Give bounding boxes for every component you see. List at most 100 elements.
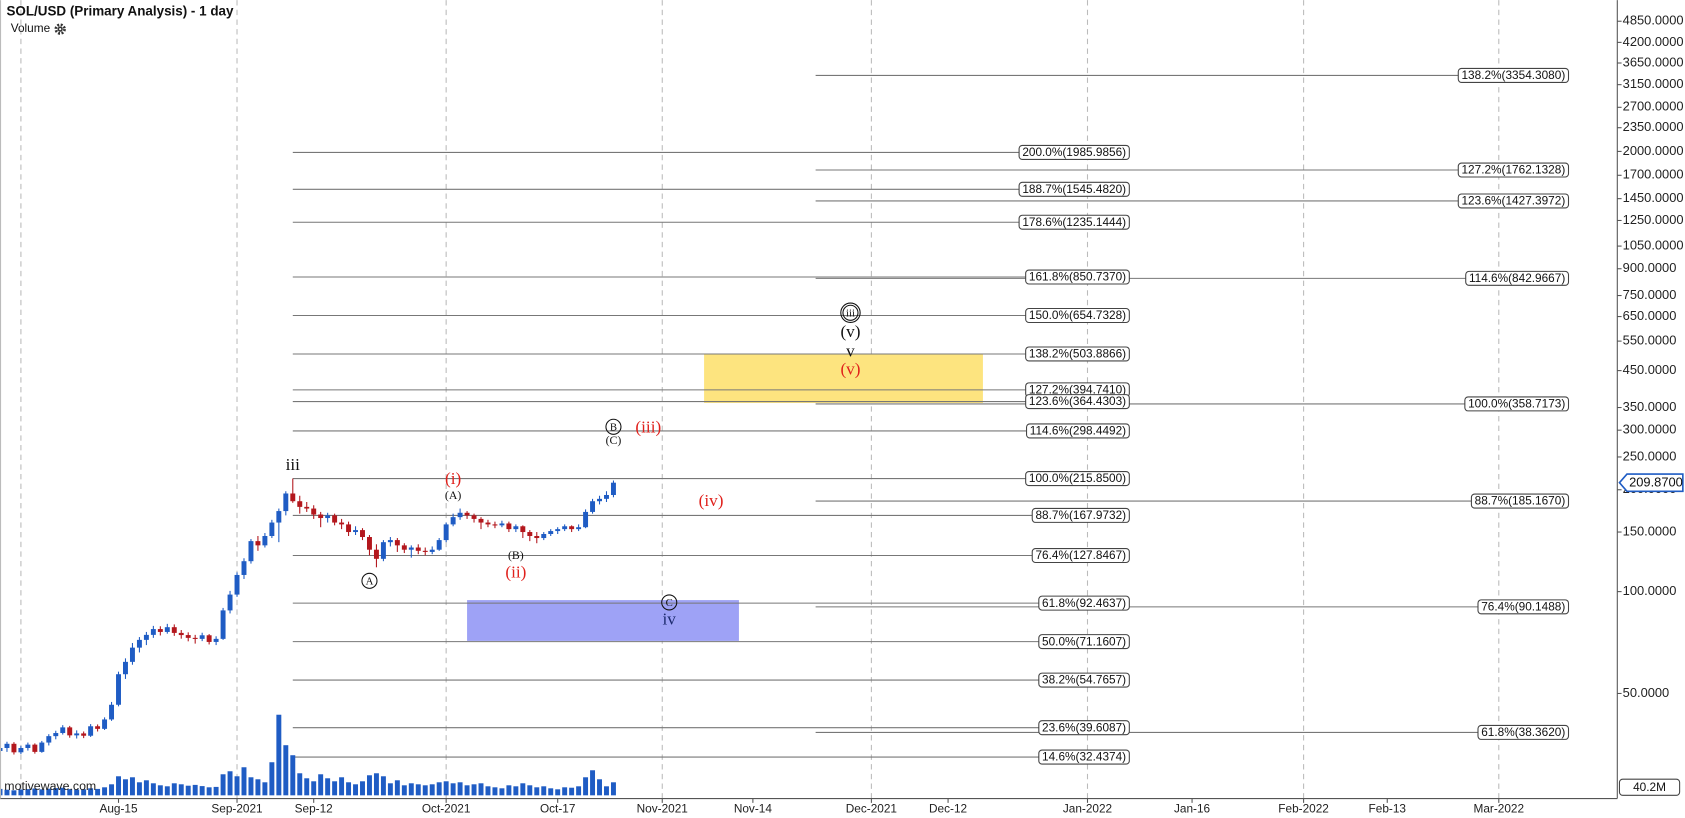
y-tick-label: 450.0000	[1623, 362, 1677, 377]
candle-body	[583, 511, 589, 528]
y-tick-label: 550.0000	[1623, 333, 1677, 348]
fib-label: 61.8%(92.4637)	[1042, 596, 1126, 610]
y-tick-label: 1050.0000	[1623, 237, 1684, 252]
candle-body	[387, 540, 393, 543]
fib-label-box	[1465, 270, 1570, 286]
volume-bar	[339, 777, 345, 796]
candle-body	[332, 515, 338, 523]
x-tick-label: Dec-12	[929, 801, 967, 815]
candle-body	[513, 526, 519, 530]
candle-body	[478, 518, 484, 523]
gear[interactable]	[54, 23, 66, 35]
volume-bar	[569, 787, 575, 796]
front-layer: 200.0%(1985.9856) 188.7%(1545.4820) 178.6%…	[286, 67, 1570, 765]
candle-body	[422, 550, 428, 552]
candle-body	[178, 632, 184, 636]
candle-body	[241, 561, 247, 575]
wave-label: (i)	[445, 469, 461, 488]
volume-bar	[262, 782, 268, 796]
wave-circle-outer	[840, 302, 861, 323]
volume-bar	[548, 788, 554, 796]
wave-label: A	[366, 575, 374, 587]
candle-body	[206, 635, 212, 642]
volume-bar	[353, 784, 358, 796]
volume-bar	[457, 782, 463, 796]
y-tick-label: 750.0000	[1623, 287, 1677, 302]
candle-body	[576, 527, 582, 530]
candle-body	[610, 482, 616, 495]
volume-bar	[415, 784, 421, 796]
wave-label: (v)	[840, 322, 860, 341]
volume-bar	[380, 776, 386, 796]
candle-body	[604, 494, 609, 499]
volume-bar	[150, 783, 156, 796]
candle-body	[548, 531, 554, 535]
candle-body	[95, 726, 101, 729]
wave-label: (ii)	[505, 562, 526, 581]
volume-bar	[555, 789, 561, 796]
candle-body	[11, 743, 17, 753]
candle-body	[297, 501, 303, 507]
volume-label-box	[1618, 778, 1681, 796]
x-tick-label: Mar-2022	[1474, 801, 1525, 815]
candle-body	[123, 661, 128, 675]
candle-body	[109, 704, 115, 720]
fib-label-box	[1018, 144, 1130, 160]
volume-bar	[53, 788, 59, 796]
fib-label-box	[1457, 193, 1570, 209]
volume-bar	[506, 785, 512, 796]
volume-bar	[143, 780, 149, 796]
volume-bar	[394, 780, 400, 796]
fib-label-box	[1464, 396, 1570, 412]
volume-bar	[171, 783, 177, 796]
candle-body	[102, 719, 108, 729]
volume-bar	[583, 777, 589, 796]
volume-bar	[450, 783, 456, 796]
volume-title: Volume	[11, 21, 51, 35]
candle-body	[590, 501, 596, 512]
volume-bar	[157, 785, 163, 796]
volume-bar	[485, 786, 491, 796]
price-tag-box	[1618, 473, 1684, 493]
wave-label: (A)	[445, 488, 461, 502]
wave-circle	[661, 594, 678, 611]
volume-bar	[597, 779, 602, 796]
volume-bar	[67, 789, 73, 796]
volume-bar	[318, 774, 324, 796]
candle-body	[4, 743, 10, 748]
y-tick-label: 350.0000	[1623, 399, 1677, 414]
fib-label: 127.2%(394.7410)	[1029, 383, 1126, 397]
y-tick-label: 50.0000	[1623, 685, 1670, 700]
wave-label: (B)	[508, 548, 524, 562]
y-tick-label: 4850.0000	[1623, 13, 1684, 28]
fib-label-box	[1031, 547, 1130, 564]
candle-body	[136, 639, 142, 648]
candle-body	[597, 498, 602, 502]
candle-body	[213, 638, 219, 642]
volume-bar	[325, 778, 331, 796]
candle-body	[436, 540, 442, 550]
volume-bar	[304, 778, 310, 796]
fib-label: 150.0%(654.7328)	[1029, 308, 1126, 322]
fib-label: 38.2%(54.7657)	[1042, 673, 1126, 687]
candle-body	[353, 530, 358, 533]
candle-body	[74, 733, 80, 736]
volume-bar	[164, 786, 170, 796]
y-tick-label: 250.0000	[1623, 448, 1677, 463]
candle-body	[401, 545, 407, 550]
candle-body	[192, 637, 198, 639]
volume-bar	[116, 776, 121, 796]
volume-bar	[46, 788, 52, 796]
candle-body	[562, 526, 568, 530]
fib-label: 100.0%(358.7173)	[1468, 397, 1565, 411]
settings-icon[interactable]	[54, 23, 66, 35]
gear-hole[interactable]	[59, 28, 62, 31]
y-tick-label: 3650.0000	[1623, 54, 1684, 69]
volume-bar	[95, 788, 101, 796]
candle-body	[555, 529, 561, 532]
candle-body	[499, 523, 505, 526]
candle-body	[520, 526, 526, 533]
fib-label-box	[1038, 720, 1130, 736]
candle-body	[380, 542, 386, 559]
fib-label: 200.0%(1985.9856)	[1022, 145, 1126, 159]
